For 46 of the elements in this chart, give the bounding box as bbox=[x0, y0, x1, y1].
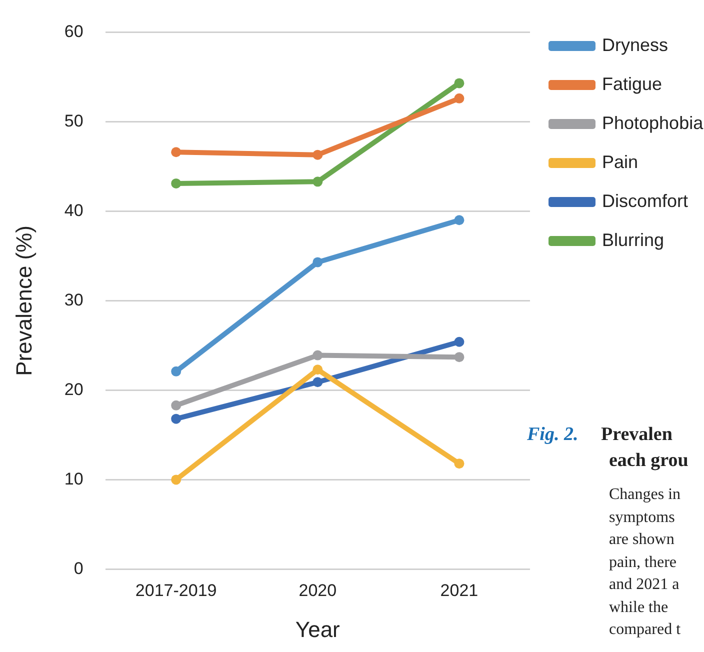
text: Changes in bbox=[609, 486, 681, 504]
y-tick-label: 0 bbox=[74, 558, 84, 578]
point bbox=[454, 336, 464, 347]
point bbox=[171, 414, 182, 424]
x-tick-label: 2017-2019 bbox=[135, 581, 217, 600]
annotation: Fig. 2. bbox=[527, 424, 578, 446]
point bbox=[312, 350, 323, 360]
point bbox=[171, 366, 182, 376]
text: compared t bbox=[609, 621, 681, 639]
text: symptoms bbox=[609, 508, 675, 526]
point bbox=[454, 78, 464, 88]
x-tick-label: 2020 bbox=[298, 581, 337, 600]
text: pain, there bbox=[609, 554, 677, 572]
legend-label: Photophobia bbox=[602, 112, 704, 133]
point bbox=[454, 458, 464, 469]
point bbox=[171, 147, 182, 158]
x-tick-label: 2021 bbox=[440, 581, 478, 600]
point bbox=[454, 215, 464, 226]
point bbox=[312, 150, 323, 160]
y-tick-label: 20 bbox=[64, 380, 84, 399]
x-axis-title: Year bbox=[295, 616, 340, 642]
point bbox=[454, 93, 464, 104]
point bbox=[312, 176, 323, 187]
point bbox=[312, 377, 323, 388]
point bbox=[312, 257, 323, 268]
y-tick-label: 40 bbox=[64, 200, 84, 220]
text: are shown bbox=[609, 531, 674, 549]
point bbox=[171, 474, 182, 485]
point bbox=[312, 364, 323, 375]
point bbox=[171, 178, 182, 188]
legend-label: Pain bbox=[602, 152, 638, 172]
y-axis-title: Prevalence (%) bbox=[11, 226, 36, 376]
legend-label: Discomfort bbox=[602, 190, 688, 211]
y-tick-label: 30 bbox=[64, 290, 84, 310]
text: while the bbox=[609, 598, 668, 616]
y-tick-label: 10 bbox=[64, 469, 84, 488]
legend-label: Fatigue bbox=[602, 74, 662, 94]
text: each grou bbox=[609, 450, 688, 472]
point bbox=[171, 400, 182, 410]
legend-label: Blurring bbox=[602, 230, 664, 250]
y-tick-label: 50 bbox=[64, 111, 84, 130]
point bbox=[454, 352, 464, 362]
text: and 2021 a bbox=[609, 576, 680, 594]
y-tick-label: 60 bbox=[64, 22, 84, 41]
legend-label: Dryness bbox=[602, 34, 668, 55]
text: Prevalen bbox=[601, 424, 672, 446]
